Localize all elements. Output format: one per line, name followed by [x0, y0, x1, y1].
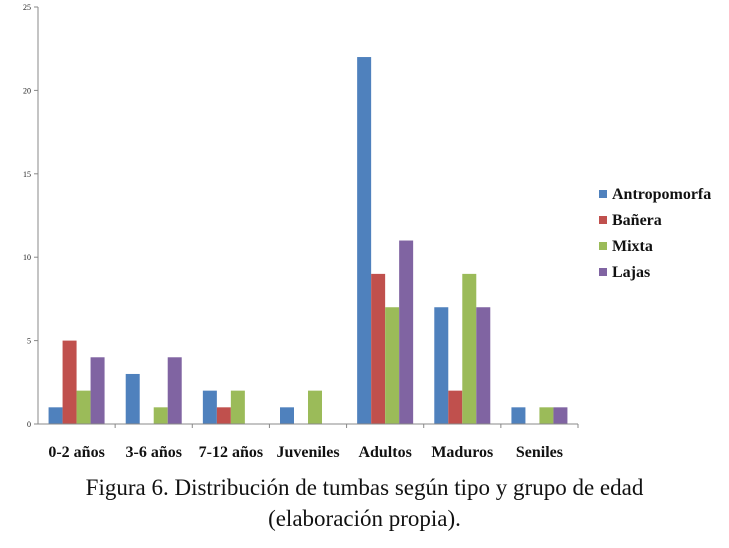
bars [48, 57, 568, 424]
legend-label-lajas: Lajas [612, 264, 650, 281]
bar-bañera-6 [448, 390, 463, 424]
bar-antropomorfa-2 [125, 373, 140, 424]
bar-antropomorfa-5 [357, 57, 372, 424]
bar-mixta-6 [462, 273, 477, 424]
legend: Antropomorfa Bañera Mixta Lajas [599, 186, 711, 281]
y-tick-label: 25 [23, 3, 31, 12]
bar-lajas-1 [90, 357, 105, 424]
legend-label-bañera: Bañera [612, 212, 662, 229]
y-tick-label: 10 [23, 253, 31, 262]
bar-lajas-5 [399, 240, 414, 424]
y-axis: 0 5 10 15 20 25 [23, 3, 39, 429]
bar-lajas-7 [553, 407, 568, 424]
x-category-label: Adultos [358, 444, 411, 461]
y-tick-label: 15 [23, 170, 31, 179]
x-category-label: Juveniles [276, 444, 339, 461]
x-category-label: Seniles [516, 444, 563, 461]
y-tick-label: 5 [27, 337, 31, 346]
legend-swatch-antropomorfa [599, 190, 607, 198]
bar-mixta-2 [153, 407, 168, 424]
x-category-label: 3-6 años [125, 444, 181, 461]
legend-label-antropomorfa: Antropomorfa [612, 186, 711, 203]
bar-bañera-1 [62, 340, 77, 424]
legend-swatch-mixta [599, 242, 607, 250]
bar-chart: 0 5 10 15 20 25 0-2 años 3-6 años 7-12 años Juve… [23, 3, 711, 461]
bar-mixta-5 [385, 307, 400, 424]
legend-swatch-lajas [599, 268, 607, 276]
bar-mixta-4 [308, 390, 322, 424]
bar-lajas-2 [167, 357, 182, 424]
y-tick-label: 20 [23, 86, 31, 95]
figure-caption-line-1: Figura 6. Distribución de tumbas según t… [85, 475, 644, 500]
bar-antropomorfa-3 [202, 390, 217, 424]
x-category-label: 0-2 años [48, 444, 104, 461]
bar-mixta-1 [76, 390, 91, 424]
bar-bañera-5 [371, 273, 386, 424]
bar-antropomorfa-6 [434, 307, 449, 424]
bar-antropomorfa-1 [48, 407, 63, 424]
legend-label-mixta: Mixta [612, 238, 653, 255]
bar-bañera-3 [216, 407, 231, 424]
legend-swatch-bañera [599, 216, 607, 224]
bar-antropomorfa-4 [280, 407, 294, 424]
bar-mixta-7 [539, 407, 554, 424]
bar-mixta-3 [230, 390, 245, 424]
x-axis: 0-2 años 3-6 años 7-12 años Juveniles Adulto… [38, 423, 579, 461]
x-category-label: Maduros [431, 444, 493, 461]
y-tick-label: 0 [27, 420, 31, 429]
bar-antropomorfa-7 [511, 407, 526, 424]
bar-lajas-6 [476, 307, 491, 424]
x-category-label: 7-12 años [199, 444, 263, 461]
figure-caption-line-2: (elaboración propia). [268, 506, 461, 531]
